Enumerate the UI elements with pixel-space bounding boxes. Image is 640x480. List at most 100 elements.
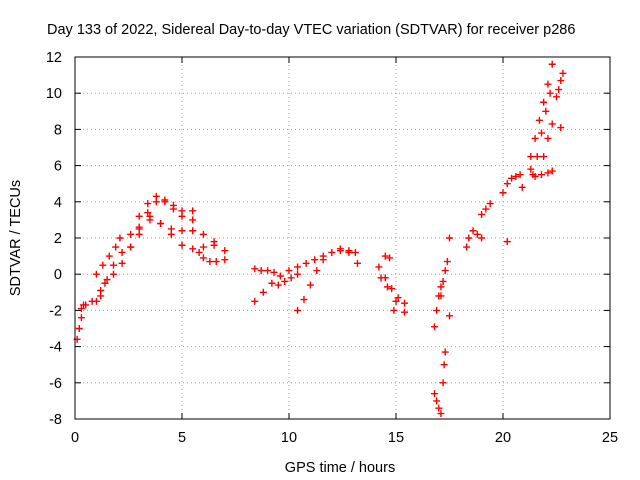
data-point: [557, 77, 565, 85]
data-point: [110, 270, 118, 278]
data-point: [446, 312, 453, 320]
data-point: [257, 267, 265, 275]
series-track-25: [499, 171, 524, 197]
data-point: [189, 207, 197, 215]
data-point: [112, 243, 120, 251]
data-point: [195, 248, 203, 256]
data-point: [439, 277, 447, 285]
series-track-09: [77, 292, 105, 313]
y-tick-label: -4: [49, 340, 62, 356]
data-point: [82, 301, 90, 309]
data-point: [431, 390, 439, 398]
series-track-16: [377, 274, 409, 316]
series-track-11: [251, 265, 278, 276]
series-track-26: [503, 165, 535, 246]
data-point: [544, 134, 552, 142]
series-track-02: [92, 234, 124, 278]
data-point: [161, 198, 169, 206]
data-point: [75, 325, 83, 332]
data-point: [544, 169, 552, 177]
data-point: [157, 220, 165, 228]
data-point: [199, 254, 207, 262]
data-point: [199, 243, 207, 251]
data-point: [167, 230, 175, 238]
series-track-15: [375, 263, 409, 307]
data-point: [268, 279, 276, 287]
series-track-14: [336, 245, 359, 256]
data-point: [383, 283, 391, 291]
data-point: [178, 227, 186, 235]
data-point: [469, 227, 477, 235]
data-point: [105, 252, 113, 260]
y-tick-label: -8: [49, 412, 62, 428]
series-track-32: [557, 124, 565, 132]
data-point: [377, 274, 385, 282]
series-track-12: [274, 270, 302, 289]
data-point: [555, 86, 563, 94]
x-tick-label: 10: [281, 430, 297, 446]
data-point: [486, 200, 494, 208]
data-point: [392, 297, 400, 305]
data-point: [336, 245, 344, 253]
data-point: [118, 248, 126, 256]
series-track-20: [437, 258, 451, 300]
data-point: [439, 379, 447, 387]
data-point: [351, 248, 359, 256]
series-track-07: [135, 212, 218, 253]
data-point: [542, 107, 550, 115]
y-tick-label: 0: [54, 267, 62, 283]
data-point: [251, 265, 259, 273]
data-point: [401, 308, 409, 316]
data-point: [189, 227, 197, 235]
data-point: [77, 305, 85, 313]
chart-title: Day 133 of 2022, Sidereal Day-to-day VTE…: [47, 22, 575, 38]
data-point: [144, 209, 152, 217]
data-point: [433, 306, 441, 314]
data-point: [559, 69, 567, 77]
data-point: [381, 252, 389, 260]
y-tick-label: 4: [54, 195, 62, 211]
series-track-19: [431, 283, 445, 331]
data-point: [503, 238, 511, 246]
data-point: [433, 397, 441, 405]
data-point: [531, 172, 539, 180]
data-point: [446, 234, 453, 242]
data-point: [212, 258, 220, 266]
data-point: [540, 98, 548, 106]
y-tick-label: 8: [54, 122, 62, 138]
data-point: [127, 243, 135, 251]
data-point: [135, 230, 143, 238]
data-point: [527, 165, 535, 173]
data-point: [431, 323, 439, 331]
x-tick-label: 15: [388, 430, 404, 446]
data-point: [394, 294, 402, 302]
data-point: [375, 263, 383, 271]
data-point: [127, 230, 135, 238]
data-point: [300, 296, 308, 304]
series-track-24: [478, 200, 494, 218]
data-point: [270, 268, 278, 276]
data-point: [101, 279, 109, 287]
data-point: [77, 314, 85, 322]
data-point: [516, 171, 524, 179]
data-point: [437, 410, 445, 418]
data-point: [92, 270, 100, 278]
data-point: [478, 234, 486, 242]
data-point: [178, 241, 186, 249]
data-point: [199, 230, 207, 238]
series-track-31: [553, 69, 567, 101]
data-point: [294, 263, 302, 271]
plot-frame: [74, 56, 611, 420]
data-point: [302, 259, 310, 267]
data-point: [319, 256, 327, 264]
data-point: [169, 205, 177, 213]
data-point: [276, 272, 284, 280]
axis-ticks: 0 5 10 15 20 25 -8 -6 -4 -2 0 2 4 6 8 10 12: [46, 50, 618, 446]
series-track-03: [92, 276, 111, 305]
data-point: [206, 258, 214, 266]
x-tick-label: 0: [71, 430, 79, 446]
data-point: [328, 248, 336, 256]
data-point: [463, 243, 471, 251]
x-tick-label: 5: [178, 430, 186, 446]
